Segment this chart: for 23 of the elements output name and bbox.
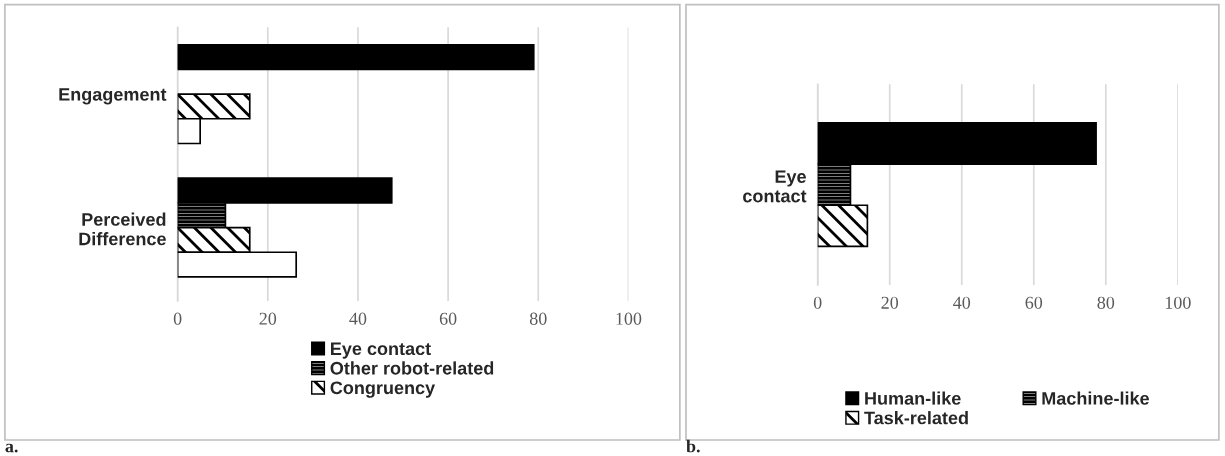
- legend-label: Human-like: [865, 391, 961, 405]
- x-tick-label: 0: [173, 312, 182, 325]
- x-tick-label: 20: [259, 312, 277, 325]
- x-tick-label: 0: [813, 296, 822, 309]
- x-tick-label: 20: [881, 296, 899, 309]
- legend-label: Machine-like: [1042, 391, 1149, 405]
- legend-label: Congruency: [330, 381, 436, 398]
- y-tick-label: Perceived Difference: [79, 212, 166, 246]
- x-tick-label: 100: [616, 312, 642, 325]
- x-tick-label: 40: [953, 296, 971, 309]
- x-tick-label: 60: [1025, 296, 1043, 309]
- legend-label: Task-related: [864, 411, 968, 425]
- x-tick-label: 60: [439, 312, 457, 325]
- legend-label: Other robot-related: [330, 361, 494, 375]
- x-tick-label: 80: [1097, 296, 1115, 309]
- legend-label: Eye contact: [331, 342, 431, 359]
- x-tick-label: 80: [529, 312, 547, 325]
- x-tick-label: 100: [1165, 296, 1191, 309]
- text: b.: [686, 439, 700, 453]
- y-tick-label: Engagement: [59, 88, 167, 105]
- bar: [177, 43, 535, 71]
- x-tick-label: 40: [349, 312, 367, 325]
- text: a.: [5, 443, 18, 453]
